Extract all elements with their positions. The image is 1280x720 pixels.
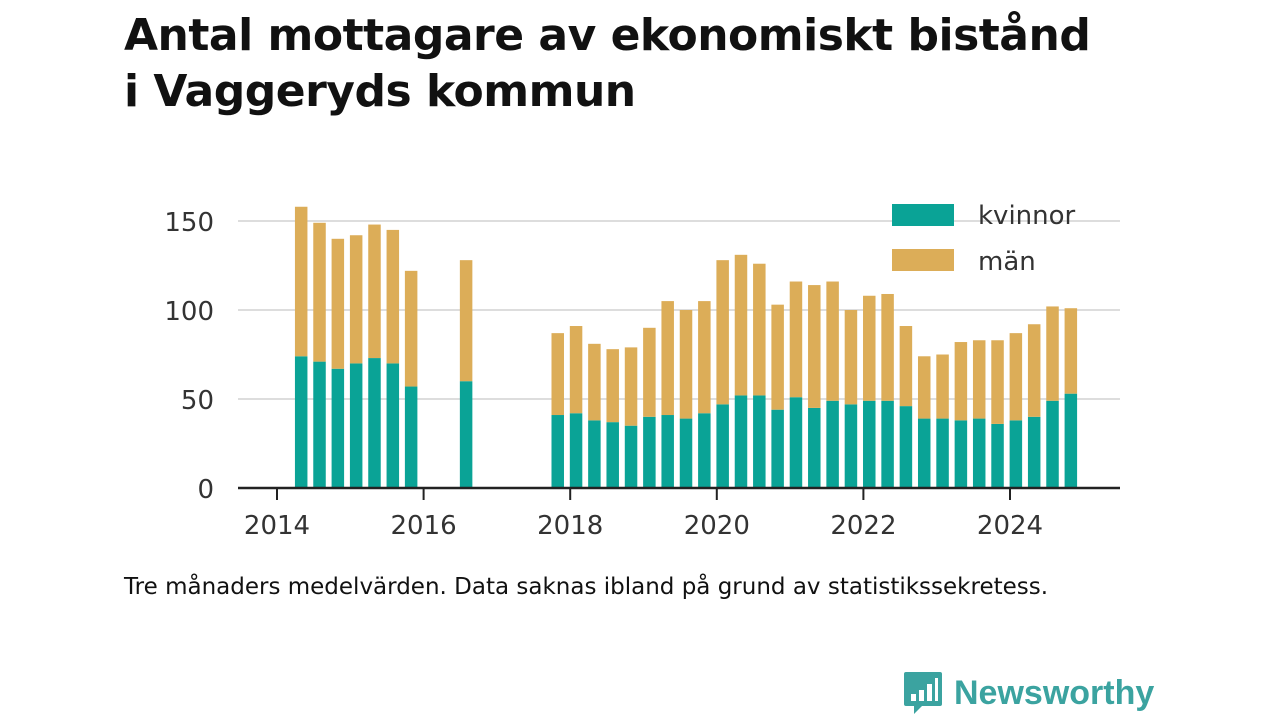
- chart-title-line-1: Antal mottagare av ekonomiskt bistånd: [124, 10, 1091, 61]
- bar-man: [863, 295, 876, 401]
- bar-kvinnor: [1064, 393, 1078, 488]
- bar-man: [808, 285, 821, 408]
- bar-man: [679, 310, 693, 419]
- bar-kvinnor: [386, 363, 400, 488]
- bar-kvinnor: [972, 418, 986, 488]
- legend-swatch-man: [892, 249, 954, 271]
- bar-man: [606, 349, 619, 423]
- bar-man: [294, 206, 308, 357]
- bar-man: [1064, 308, 1078, 394]
- bar-man: [386, 229, 400, 364]
- bar-man: [588, 343, 601, 421]
- bar-kvinnor: [1046, 400, 1059, 488]
- legend-swatch-kvinnor: [892, 204, 954, 226]
- bar-man: [936, 354, 949, 419]
- bar-kvinnor: [459, 381, 473, 488]
- bar-kvinnor: [1027, 416, 1041, 488]
- bar-man: [459, 260, 473, 382]
- bar-kvinnor: [936, 418, 949, 488]
- bar-man: [881, 293, 894, 401]
- bars: [294, 206, 1078, 488]
- bar-kvinnor: [881, 400, 894, 488]
- bar-kvinnor: [716, 404, 729, 488]
- bar-kvinnor: [661, 415, 674, 488]
- y-tick-label: 100: [164, 297, 214, 327]
- legend: kvinnor män: [892, 201, 1076, 277]
- bar-man: [789, 281, 803, 398]
- bar-man: [991, 340, 1004, 424]
- bar-kvinnor: [991, 423, 1004, 488]
- bar-kvinnor: [917, 418, 931, 488]
- brand: Newsworthy: [902, 670, 1154, 716]
- bar-man: [753, 263, 766, 396]
- bar-man: [661, 301, 674, 416]
- bar-kvinnor: [643, 416, 656, 488]
- y-tick-label: 0: [197, 475, 214, 505]
- x-tick-label: 2016: [391, 511, 457, 541]
- legend-label-kvinnor: kvinnor: [978, 201, 1076, 231]
- bar-man: [826, 281, 839, 401]
- bar-kvinnor: [698, 413, 711, 488]
- bar-kvinnor: [826, 400, 839, 488]
- x-tick-label: 2022: [830, 511, 896, 541]
- bar-man: [313, 222, 326, 362]
- bar-man: [624, 347, 638, 426]
- bar-kvinnor: [753, 395, 766, 488]
- bar-kvinnor: [551, 415, 564, 488]
- bar-kvinnor: [588, 420, 601, 488]
- chart-title-line-2: i Vaggeryds kommun: [124, 66, 636, 117]
- bar-man: [1027, 324, 1041, 417]
- bar-kvinnor: [404, 386, 418, 488]
- legend-label-man: män: [978, 247, 1036, 277]
- bar-man: [844, 310, 858, 405]
- bar-kvinnor: [954, 420, 968, 488]
- bar-man: [734, 254, 748, 396]
- bar-kvinnor: [349, 363, 363, 488]
- bar-kvinnor: [331, 368, 345, 488]
- brand-name: Newsworthy: [954, 673, 1155, 712]
- bar-man: [349, 235, 363, 364]
- bar-kvinnor: [899, 406, 913, 488]
- bar-man: [716, 260, 729, 405]
- bar-man: [569, 326, 583, 414]
- y-tick-label: 150: [164, 208, 214, 238]
- bar-kvinnor: [679, 418, 693, 488]
- bar-man: [1046, 306, 1059, 401]
- bar-chart: 0 50 100 150 2014 2016 2018 2020 2022 2024 kvinno…: [164, 201, 1120, 541]
- bar-man: [771, 304, 784, 410]
- bar-kvinnor: [808, 407, 821, 488]
- x-tick-label: 2020: [684, 511, 750, 541]
- bar-man: [551, 333, 564, 416]
- bar-kvinnor: [771, 409, 784, 488]
- bar-kvinnor: [789, 397, 803, 488]
- bar-man: [1009, 333, 1023, 421]
- chart-footnote: Tre månaders medelvärden. Data saknas ib…: [124, 574, 1049, 600]
- bar-kvinnor: [1009, 420, 1023, 488]
- bar-kvinnor: [734, 395, 748, 488]
- bar-kvinnor: [368, 358, 381, 488]
- bar-man: [899, 326, 913, 407]
- bar-man: [404, 270, 418, 387]
- x-tick-label: 2018: [537, 511, 603, 541]
- axes: 0 50 100 150 2014 2016 2018 2020 2022 2024: [164, 208, 1120, 541]
- bar-man: [643, 327, 656, 417]
- bar-kvinnor: [294, 356, 308, 488]
- bar-kvinnor: [844, 404, 858, 488]
- x-tick-label: 2024: [977, 511, 1043, 541]
- bar-man: [331, 238, 345, 369]
- bar-man: [698, 301, 711, 414]
- bar-kvinnor: [606, 422, 619, 488]
- bar-man: [368, 224, 381, 359]
- x-tick-label: 2014: [244, 511, 310, 541]
- bar-man: [954, 342, 968, 421]
- newsworthy-logo-icon: [904, 672, 942, 714]
- bar-man: [917, 356, 931, 419]
- bar-kvinnor: [313, 361, 326, 488]
- y-tick-label: 50: [181, 386, 214, 416]
- bar-kvinnor: [569, 413, 583, 488]
- chart-title: Antal mottagare av ekonomiskt bistånd i …: [124, 8, 1224, 120]
- bar-kvinnor: [863, 400, 876, 488]
- bar-man: [972, 340, 986, 419]
- bar-kvinnor: [624, 425, 638, 488]
